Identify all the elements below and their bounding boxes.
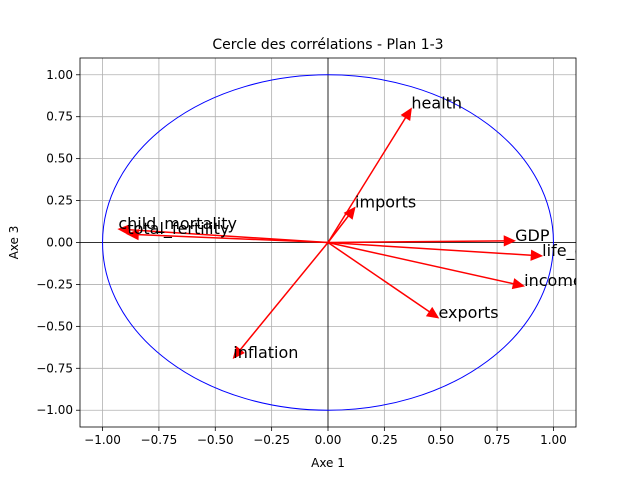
x-tick-label: 0.50 — [427, 433, 454, 447]
unit-circle — [102, 74, 554, 411]
y-tick-label: 0.25 — [46, 194, 73, 208]
x-tick-label: −0.25 — [253, 433, 290, 447]
chart-title: Cercle des corrélations - Plan 1-3 — [212, 37, 443, 53]
arrow-shaft — [327, 215, 349, 243]
vector-arrow — [327, 206, 356, 243]
vector-arrow — [232, 242, 329, 359]
vector-label: imports — [355, 192, 416, 211]
arrow-shaft — [327, 117, 407, 243]
arrow-shaft — [239, 242, 329, 351]
vector-label: income — [524, 271, 583, 290]
x-tick-label: 1.00 — [540, 433, 567, 447]
arrow-head — [117, 224, 131, 236]
x-tick-label: −0.50 — [197, 433, 234, 447]
arrow-shaft — [138, 233, 329, 244]
arrow-head — [511, 278, 526, 290]
x-tick-label: 0.00 — [315, 433, 342, 447]
vector-label: life_expectation — [542, 241, 640, 261]
vector-label: total_fertility — [127, 219, 229, 239]
vector-arrow — [327, 241, 544, 261]
x-axis-ticks: −1.00 −0.75 −0.50 −0.25 0.00 0.25 0.50 0.75 1.00 — [84, 427, 567, 447]
x-axis-label: Axe 1 — [311, 456, 345, 470]
vector-label: health — [411, 93, 462, 112]
x-tick-label: −1.00 — [84, 433, 121, 447]
vector-label: child_mortality — [118, 214, 237, 234]
arrow-head — [232, 345, 245, 359]
arrow-head — [503, 235, 517, 247]
vector-label: exports — [438, 303, 498, 322]
y-tick-label: 1.00 — [46, 68, 73, 82]
vector-label: inflation — [233, 343, 298, 362]
y-tick-label: −0.50 — [36, 319, 73, 333]
y-tick-label: 0.00 — [46, 236, 73, 250]
x-tick-label: −0.75 — [141, 433, 178, 447]
x-tick-label: 0.75 — [484, 433, 511, 447]
arrow-shaft — [327, 241, 430, 313]
arrow-shaft — [327, 240, 505, 244]
x-tick-label: 0.25 — [371, 433, 398, 447]
unit-circle-layer — [102, 74, 554, 411]
vector-label: GDP — [515, 226, 550, 245]
y-tick-label: −0.25 — [36, 277, 73, 291]
arrow-head — [400, 107, 412, 121]
vector-arrow — [327, 241, 440, 319]
vector-arrow — [327, 107, 412, 243]
y-tick-label: −0.75 — [36, 361, 73, 375]
vector-arrows — [117, 107, 544, 359]
vector-arrow — [126, 228, 329, 244]
y-tick-label: 0.50 — [46, 152, 73, 166]
arrow-head — [530, 249, 544, 261]
vector-arrow — [327, 241, 526, 290]
y-axis-ticks: −1.00 −0.75 −0.50 −0.25 0.00 0.25 0.50 0.75 1.00 — [36, 68, 80, 417]
arrow-shaft — [327, 241, 532, 256]
arrow-head — [126, 228, 139, 241]
y-tick-label: 0.75 — [46, 110, 73, 124]
y-axis-label: Axe 3 — [7, 226, 21, 260]
arrow-shaft — [327, 241, 514, 285]
y-tick-label: −1.00 — [36, 403, 73, 417]
vector-arrow — [327, 235, 517, 247]
arrow-head — [343, 206, 356, 220]
arrow-head — [425, 306, 440, 319]
